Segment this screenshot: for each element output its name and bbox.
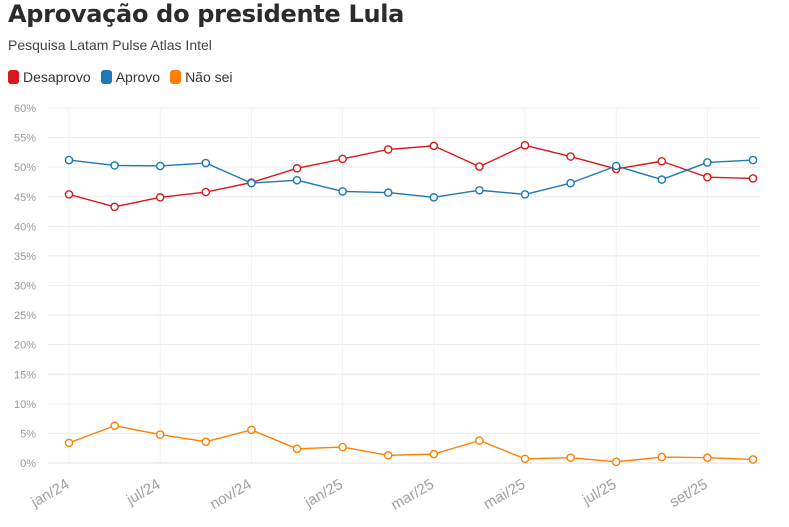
y-tick-label: 40% [14, 221, 36, 233]
data-point-nao-sei[interactable] [429, 449, 439, 459]
data-point-desaprovo[interactable] [338, 154, 347, 164]
data-point-nao-sei[interactable] [748, 455, 758, 464]
legend-item-nao-sei[interactable]: Não sei [170, 69, 233, 85]
data-point-desaprovo[interactable] [703, 172, 712, 182]
data-point-aprovo[interactable] [703, 158, 712, 167]
data-point-nao-sei[interactable] [292, 444, 302, 454]
data-point-nao-sei[interactable] [64, 438, 74, 448]
x-tick-label: jul/24 [123, 476, 163, 509]
y-tick-label: 0% [20, 458, 36, 470]
data-point-desaprovo[interactable] [566, 152, 575, 161]
y-tick-label: 20% [14, 340, 36, 352]
legend-swatch-nao-sei [170, 70, 182, 84]
data-point-desaprovo[interactable] [383, 145, 393, 154]
chart-subtitle: Pesquisa Latam Pulse Atlas Intel [8, 37, 212, 53]
data-point-nao-sei[interactable] [611, 457, 621, 467]
series-line-nao-sei [68, 425, 754, 463]
data-point-nao-sei[interactable] [566, 453, 575, 462]
legend-label-aprovo: Aprovo [115, 69, 161, 85]
chart-title: Aprovação do presidente Lula [8, 0, 405, 28]
data-point-desaprovo[interactable] [429, 141, 439, 151]
data-point-aprovo[interactable] [338, 187, 347, 196]
data-point-nao-sei[interactable] [703, 453, 712, 462]
data-point-desaprovo[interactable] [155, 193, 165, 202]
legend-label-nao-sei: Não sei [185, 69, 233, 85]
data-point-desaprovo[interactable] [201, 187, 211, 197]
data-point-nao-sei[interactable] [247, 425, 256, 435]
data-point-desaprovo[interactable] [475, 162, 484, 171]
series-line-aprovo [68, 159, 754, 199]
data-point-aprovo[interactable] [110, 161, 119, 170]
legend-item-desaprovo[interactable]: Desaprovo [8, 69, 91, 85]
data-point-nao-sei[interactable] [520, 454, 530, 464]
data-point-aprovo[interactable] [201, 158, 211, 168]
x-tick-label: set/25 [667, 476, 711, 511]
y-tick-label: 35% [14, 251, 36, 263]
data-point-aprovo[interactable] [429, 193, 439, 202]
y-tick-label: 55% [14, 133, 36, 145]
data-point-aprovo[interactable] [520, 190, 530, 199]
data-point-aprovo[interactable] [383, 188, 393, 197]
data-point-aprovo[interactable] [611, 161, 621, 171]
data-point-nao-sei[interactable] [657, 452, 667, 462]
legend-swatch-aprovo [100, 70, 112, 84]
x-tick-label: jan/24 [27, 476, 72, 512]
x-tick-label: nov/24 [207, 476, 255, 513]
data-point-desaprovo[interactable] [64, 190, 74, 199]
y-tick-label: 30% [14, 281, 36, 293]
data-point-aprovo[interactable] [475, 185, 484, 195]
data-point-nao-sei[interactable] [475, 436, 484, 445]
data-point-aprovo[interactable] [748, 155, 758, 165]
x-tick-label: mar/25 [388, 476, 437, 514]
data-point-nao-sei[interactable] [110, 421, 119, 431]
data-point-nao-sei[interactable] [338, 442, 347, 452]
data-point-aprovo[interactable] [155, 161, 165, 171]
data-point-desaprovo[interactable] [520, 140, 530, 150]
x-tick-label: jan/25 [301, 476, 346, 512]
legend-item-aprovo[interactable]: Aprovo [100, 69, 161, 85]
y-tick-label: 50% [14, 162, 36, 174]
y-tick-label: 60% [14, 103, 36, 115]
data-point-desaprovo[interactable] [748, 174, 758, 183]
data-point-nao-sei[interactable] [383, 451, 393, 460]
y-tick-label: 45% [14, 192, 36, 204]
data-point-nao-sei[interactable] [155, 430, 165, 439]
data-point-nao-sei[interactable] [201, 437, 211, 447]
y-tick-label: 10% [14, 399, 36, 411]
data-point-desaprovo[interactable] [110, 202, 119, 212]
x-tick-label: jul/25 [579, 476, 619, 509]
data-point-aprovo[interactable] [566, 178, 575, 188]
y-tick-label: 15% [14, 369, 36, 381]
data-point-aprovo[interactable] [292, 175, 302, 185]
y-tick-label: 25% [14, 310, 36, 322]
x-tick-label: mai/25 [481, 476, 528, 513]
data-point-aprovo[interactable] [64, 155, 74, 165]
data-point-desaprovo[interactable] [657, 156, 667, 166]
series-line-desaprovo [68, 144, 754, 208]
data-point-aprovo[interactable] [247, 178, 256, 188]
data-point-desaprovo[interactable] [292, 164, 302, 173]
y-tick-label: 5% [20, 428, 36, 440]
legend: Desaprovo Aprovo Não sei [8, 69, 233, 85]
legend-label-desaprovo: Desaprovo [23, 69, 91, 85]
legend-swatch-desaprovo [8, 70, 19, 84]
data-point-aprovo[interactable] [657, 175, 667, 184]
